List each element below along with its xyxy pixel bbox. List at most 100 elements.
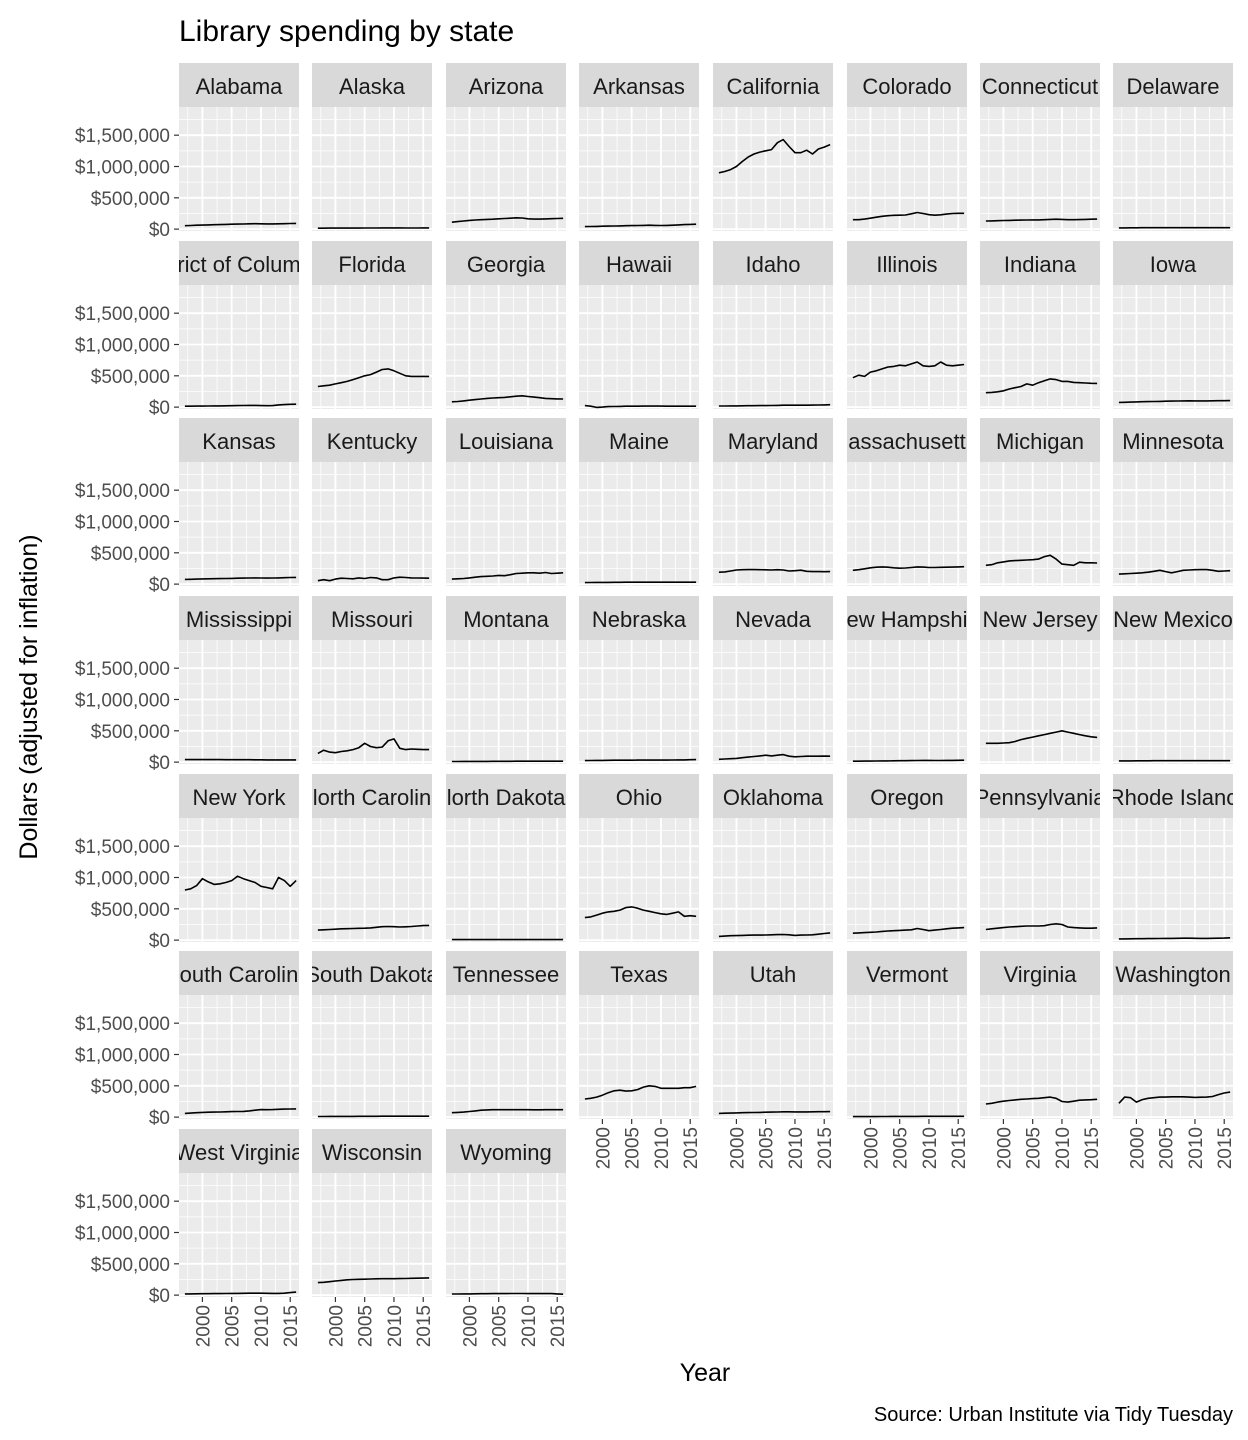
facet-new-jersey: New Jersey bbox=[980, 596, 1100, 764]
facet-strip bbox=[847, 63, 967, 107]
panel-background bbox=[579, 818, 699, 942]
panel-background bbox=[446, 640, 566, 764]
y-tick-label: $0 bbox=[149, 575, 170, 596]
y-tick-label: $0 bbox=[149, 220, 170, 241]
series-line-new-york bbox=[184, 875, 297, 891]
series-line-wisconsin bbox=[317, 1277, 430, 1284]
x-tick-label: 2000 bbox=[460, 1305, 481, 1347]
series-line-indiana bbox=[985, 378, 1098, 394]
panel-background bbox=[1113, 995, 1233, 1119]
series-line-hawaii bbox=[584, 404, 697, 409]
y-tick-label: $1,000,000 bbox=[75, 868, 170, 889]
facet-florida: Florida bbox=[312, 241, 432, 409]
facet-strip-label: Tennessee bbox=[453, 962, 559, 987]
panel-background bbox=[713, 462, 833, 586]
facet-alaska: Alaska bbox=[312, 63, 432, 231]
series-line-pennsylvania bbox=[985, 922, 1098, 931]
facet-district-of-columbia: rict of Colum $0 $500,000 $1,000,000 $1,500,… bbox=[75, 241, 299, 419]
facet-strip bbox=[980, 596, 1100, 640]
panel-background bbox=[980, 285, 1100, 409]
facet-strip-label: Colorado bbox=[862, 74, 951, 99]
panel-background bbox=[579, 995, 699, 1119]
facet-rhode-island: Rhode Islanc bbox=[1109, 774, 1237, 942]
facet-south-carolina: outh Carolin $0 $500,000 $1,000,000 $1,500,0… bbox=[75, 951, 299, 1129]
facet-strip bbox=[1113, 951, 1233, 995]
facet-strip-label: Arkansas bbox=[593, 74, 685, 99]
series-line-iowa bbox=[1118, 399, 1231, 404]
y-tick-label: $0 bbox=[149, 398, 170, 419]
facet-strip-label: Rhode Islanc bbox=[1109, 785, 1237, 810]
facet-strip bbox=[579, 418, 699, 462]
y-tick-label: $1,000,000 bbox=[75, 157, 170, 178]
panel-background bbox=[312, 995, 432, 1119]
panel-background bbox=[179, 640, 299, 764]
y-tick-label: $500,000 bbox=[91, 900, 170, 921]
facet-strip bbox=[312, 63, 432, 107]
facet-strip bbox=[847, 241, 967, 285]
facet-maine: Maine bbox=[579, 418, 699, 586]
facet-strip bbox=[847, 418, 967, 462]
facet-strip bbox=[713, 774, 833, 818]
facet-strip-label: Florida bbox=[338, 252, 406, 277]
facet-virginia: Virginia 2000 2005 2010 2015 bbox=[980, 951, 1103, 1169]
panel-background bbox=[1113, 285, 1233, 409]
facet-texas: Texas 2000 2005 2010 2015 bbox=[579, 951, 702, 1169]
facet-strip bbox=[179, 63, 299, 107]
facet-arizona: Arizona bbox=[446, 63, 566, 231]
series-line-oregon bbox=[852, 926, 965, 934]
panel-background bbox=[446, 1173, 566, 1297]
panel-background bbox=[1113, 462, 1233, 586]
facet-strip-label: Vermont bbox=[866, 962, 948, 987]
facet-wyoming: Wyoming 2000 2005 2010 2015 bbox=[446, 1129, 569, 1347]
series-line-new-jersey bbox=[985, 729, 1098, 745]
facet-west-virginia: West Virginia $0 $500,000 $1,000,000 $1,500,… bbox=[75, 1129, 302, 1347]
y-tick-label: $1,000,000 bbox=[75, 1045, 170, 1066]
y-tick-label: $500,000 bbox=[91, 722, 170, 743]
facet-strip bbox=[1113, 241, 1233, 285]
facet-strip-label: assachusett bbox=[848, 429, 965, 454]
facet-strip-label: Missouri bbox=[331, 607, 413, 632]
facet-strip-label: Iowa bbox=[1150, 252, 1197, 277]
facet-strip-label: California bbox=[727, 74, 821, 99]
facet-strip-label: Idaho bbox=[745, 252, 800, 277]
panel-background bbox=[446, 995, 566, 1119]
facet-strip-label: Indiana bbox=[1004, 252, 1077, 277]
facet-strip bbox=[1113, 774, 1233, 818]
facet-strip bbox=[312, 241, 432, 285]
x-tick-label: 2000 bbox=[727, 1127, 748, 1169]
facet-strip-label: Wisconsin bbox=[322, 1140, 422, 1165]
facet-strip-label: Maryland bbox=[728, 429, 818, 454]
y-tick-label: $500,000 bbox=[91, 544, 170, 565]
facet-hawaii: Hawaii bbox=[579, 241, 699, 409]
facet-strip-label: ew Hampshi bbox=[846, 607, 967, 632]
facet-strip bbox=[713, 418, 833, 462]
facet-delaware: Delaware bbox=[1113, 63, 1233, 231]
x-tick-label: 2000 bbox=[326, 1305, 347, 1347]
x-tick-label: 2000 bbox=[861, 1127, 882, 1169]
x-tick-label: 2010 bbox=[1186, 1127, 1207, 1169]
panel-background bbox=[312, 640, 432, 764]
facet-iowa: Iowa bbox=[1113, 241, 1233, 409]
facet-strip-label: Illinois bbox=[876, 252, 937, 277]
facet-strip-label: outh Carolin bbox=[180, 962, 299, 987]
facet-strip bbox=[980, 63, 1100, 107]
facet-strip-label: Alaska bbox=[339, 74, 406, 99]
x-tick-label: 2015 bbox=[281, 1305, 302, 1347]
facet-strip-label: lorth Carolin bbox=[313, 785, 432, 810]
series-line-arkansas bbox=[584, 223, 697, 228]
facet-strip bbox=[713, 596, 833, 640]
x-tick-label: 2015 bbox=[414, 1305, 435, 1347]
y-tick-label: $500,000 bbox=[91, 367, 170, 388]
panel-background bbox=[847, 640, 967, 764]
panel-background bbox=[980, 107, 1100, 231]
facet-strip-label: Arizona bbox=[469, 74, 544, 99]
facet-minnesota: Minnesota bbox=[1113, 418, 1233, 586]
facet-massachusetts: assachusett bbox=[847, 418, 967, 586]
facet-strip bbox=[980, 418, 1100, 462]
facet-tennessee: Tennessee bbox=[446, 951, 566, 1119]
x-tick-label: 2005 bbox=[891, 1127, 912, 1169]
panel-background bbox=[312, 1173, 432, 1297]
facet-strip bbox=[446, 1129, 566, 1173]
y-tick-label: $500,000 bbox=[91, 1255, 170, 1276]
facet-strip-label: New Mexico bbox=[1113, 607, 1233, 632]
